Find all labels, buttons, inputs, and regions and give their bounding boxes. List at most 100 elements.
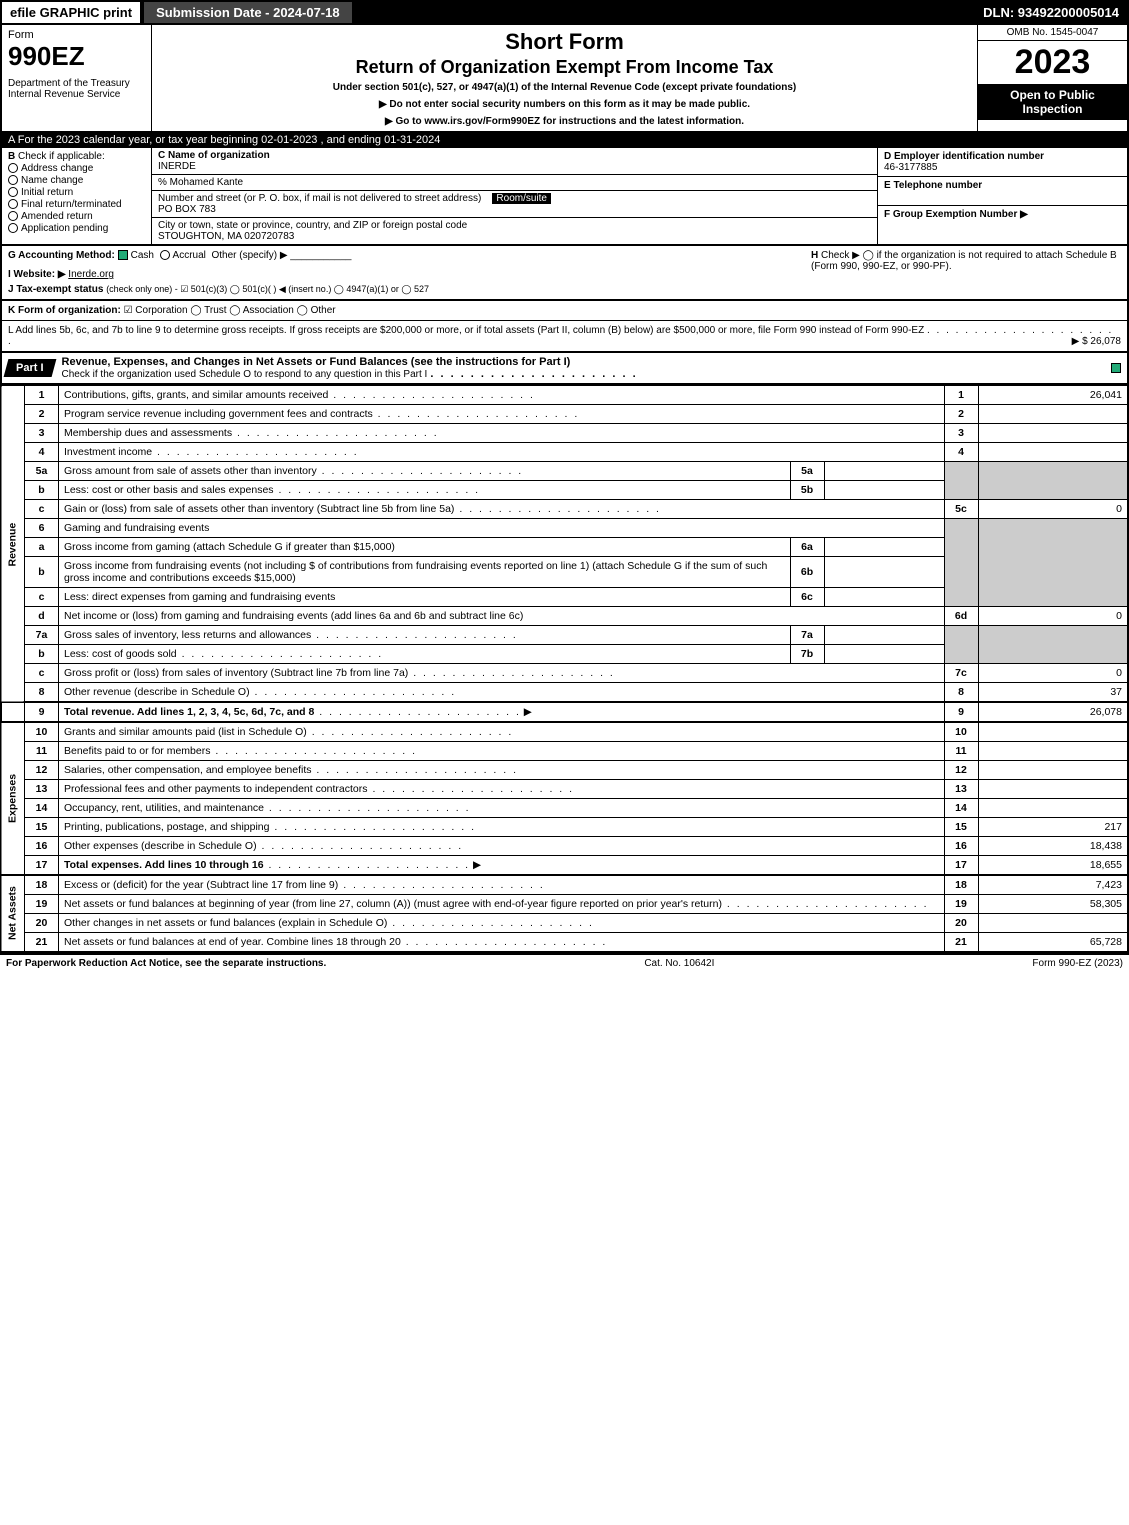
public-inspection-badge: Open to Public Inspection <box>978 84 1127 120</box>
dots-icon <box>338 879 545 891</box>
opt-name-change: Name change <box>21 175 83 186</box>
omb-number: OMB No. 1545-0047 <box>978 25 1127 41</box>
line-val <box>978 761 1128 780</box>
dots-icon <box>408 667 615 679</box>
care-of: % Mohamed Kante <box>152 175 877 191</box>
chk-final-return[interactable] <box>8 199 18 209</box>
sections-g-h: G Accounting Method: Cash Accrual Other … <box>0 246 1129 301</box>
line-val <box>978 405 1128 424</box>
dots-icon <box>307 726 514 738</box>
dots-icon <box>210 745 417 757</box>
sub-val <box>824 557 944 588</box>
info-block: B Check if applicable: Address change Na… <box>0 148 1129 246</box>
sections-d-e-f: D Employer identification number 46-3177… <box>877 148 1127 244</box>
dots-icon <box>317 465 524 477</box>
dots-icon <box>152 446 359 458</box>
line-rno: 1 <box>944 386 978 405</box>
g-accrual: Accrual <box>173 250 206 261</box>
dots-icon <box>401 936 608 948</box>
dots-icon <box>232 427 439 439</box>
footer-mid: Cat. No. 10642I <box>644 958 714 969</box>
form-note-1: ▶ Do not enter social security numbers o… <box>158 99 971 110</box>
line-val: 26,041 <box>978 386 1128 405</box>
efile-print-label[interactable]: efile GRAPHIC print <box>2 2 140 23</box>
g-cash: Cash <box>131 250 154 261</box>
f-label: F Group Exemption Number ▶ <box>884 209 1028 220</box>
part-1-checkbox[interactable] <box>1111 363 1121 373</box>
line-desc: Net assets or fund balances at end of ye… <box>64 936 401 948</box>
k-text: ☑ Corporation ◯ Trust ◯ Association ◯ Ot… <box>124 305 336 316</box>
l-text: L Add lines 5b, 6c, and 7b to line 9 to … <box>8 325 924 336</box>
chk-amended-return[interactable] <box>8 211 18 221</box>
h-label: H <box>811 250 818 261</box>
line-val: 65,728 <box>978 933 1128 953</box>
line-val <box>978 799 1128 818</box>
sub-val <box>824 626 944 645</box>
dots-icon <box>368 783 575 795</box>
tax-year: 2023 <box>978 41 1127 84</box>
b-check-label: Check if applicable: <box>18 151 105 162</box>
addr-label: Number and street (or P. O. box, if mail… <box>158 193 481 204</box>
section-c: C Name of organization INERDE % Mohamed … <box>152 148 877 244</box>
d-label: D Employer identification number <box>884 151 1044 162</box>
dots-icon <box>722 898 929 910</box>
chk-accrual[interactable] <box>160 250 170 260</box>
line-desc: Gross income from gaming (attach Schedul… <box>64 541 395 553</box>
website-value[interactable]: Inerde.org <box>68 269 114 280</box>
i-label: I Website: ▶ <box>8 269 66 280</box>
sub-val <box>824 481 944 500</box>
line-val <box>978 722 1128 742</box>
department-label: Department of the Treasury Internal Reve… <box>8 78 145 100</box>
chk-application-pending[interactable] <box>8 223 18 233</box>
dots-icon <box>454 503 661 515</box>
expenses-side-label: Expenses <box>1 722 25 875</box>
form-note-2[interactable]: ▶ Go to www.irs.gov/Form990EZ for instru… <box>158 116 971 127</box>
line-desc: Professional fees and other payments to … <box>64 783 368 795</box>
opt-address-change: Address change <box>21 163 93 174</box>
dots-icon <box>274 484 481 496</box>
dots-icon <box>373 408 580 420</box>
revenue-side-label: Revenue <box>1 386 25 703</box>
page-footer: For Paperwork Reduction Act Notice, see … <box>0 953 1129 972</box>
form-number: 990EZ <box>8 41 145 72</box>
form-title-1: Short Form <box>158 29 971 55</box>
dots-icon <box>328 389 535 401</box>
dln-label: DLN: 93492200005014 <box>975 2 1127 23</box>
ein-value: 46-3177885 <box>884 162 937 173</box>
line-desc: Net assets or fund balances at beginning… <box>64 898 722 910</box>
form-header: Form 990EZ Department of the Treasury In… <box>0 25 1129 132</box>
dots-icon <box>264 802 471 814</box>
part-1-table: Revenue 1 Contributions, gifts, grants, … <box>0 385 1129 953</box>
line-val: 18,655 <box>978 856 1128 876</box>
chk-name-change[interactable] <box>8 175 18 185</box>
part-1-label: Part I <box>4 359 56 377</box>
header-right: OMB No. 1545-0047 2023 Open to Public In… <box>977 25 1127 131</box>
line-desc: Gaming and fundraising events <box>64 522 209 534</box>
chk-initial-return[interactable] <box>8 187 18 197</box>
k-label: K Form of organization: <box>8 305 121 316</box>
line-val <box>978 424 1128 443</box>
section-k: K Form of organization: ☑ Corporation ◯ … <box>0 301 1129 321</box>
form-title-2: Return of Organization Exempt From Incom… <box>158 57 971 78</box>
line-desc: Other revenue (describe in Schedule O) <box>64 686 250 698</box>
chk-cash[interactable] <box>118 250 128 260</box>
line-desc: Benefits paid to or for members <box>64 745 210 757</box>
footer-right: Form 990-EZ (2023) <box>1032 958 1123 969</box>
chk-address-change[interactable] <box>8 163 18 173</box>
footer-left: For Paperwork Reduction Act Notice, see … <box>6 958 326 969</box>
dots-icon <box>264 859 471 871</box>
line-desc: Salaries, other compensation, and employ… <box>64 764 311 776</box>
line-val <box>978 780 1128 799</box>
line-desc: Printing, publications, postage, and shi… <box>64 821 269 833</box>
opt-amended-return: Amended return <box>21 211 93 222</box>
line-desc: Gross profit or (loss) from sales of inv… <box>64 667 408 679</box>
j-label: J Tax-exempt status <box>8 284 103 295</box>
line-val: 7,423 <box>978 875 1128 895</box>
line-desc: Excess or (deficit) for the year (Subtra… <box>64 879 338 891</box>
dots-icon <box>177 648 384 660</box>
line-desc: Contributions, gifts, grants, and simila… <box>64 389 328 401</box>
part-1-title-text: Revenue, Expenses, and Changes in Net As… <box>62 356 571 368</box>
dots-icon <box>311 764 518 776</box>
sub-val <box>824 538 944 557</box>
part-1-title: Revenue, Expenses, and Changes in Net As… <box>54 353 1107 383</box>
